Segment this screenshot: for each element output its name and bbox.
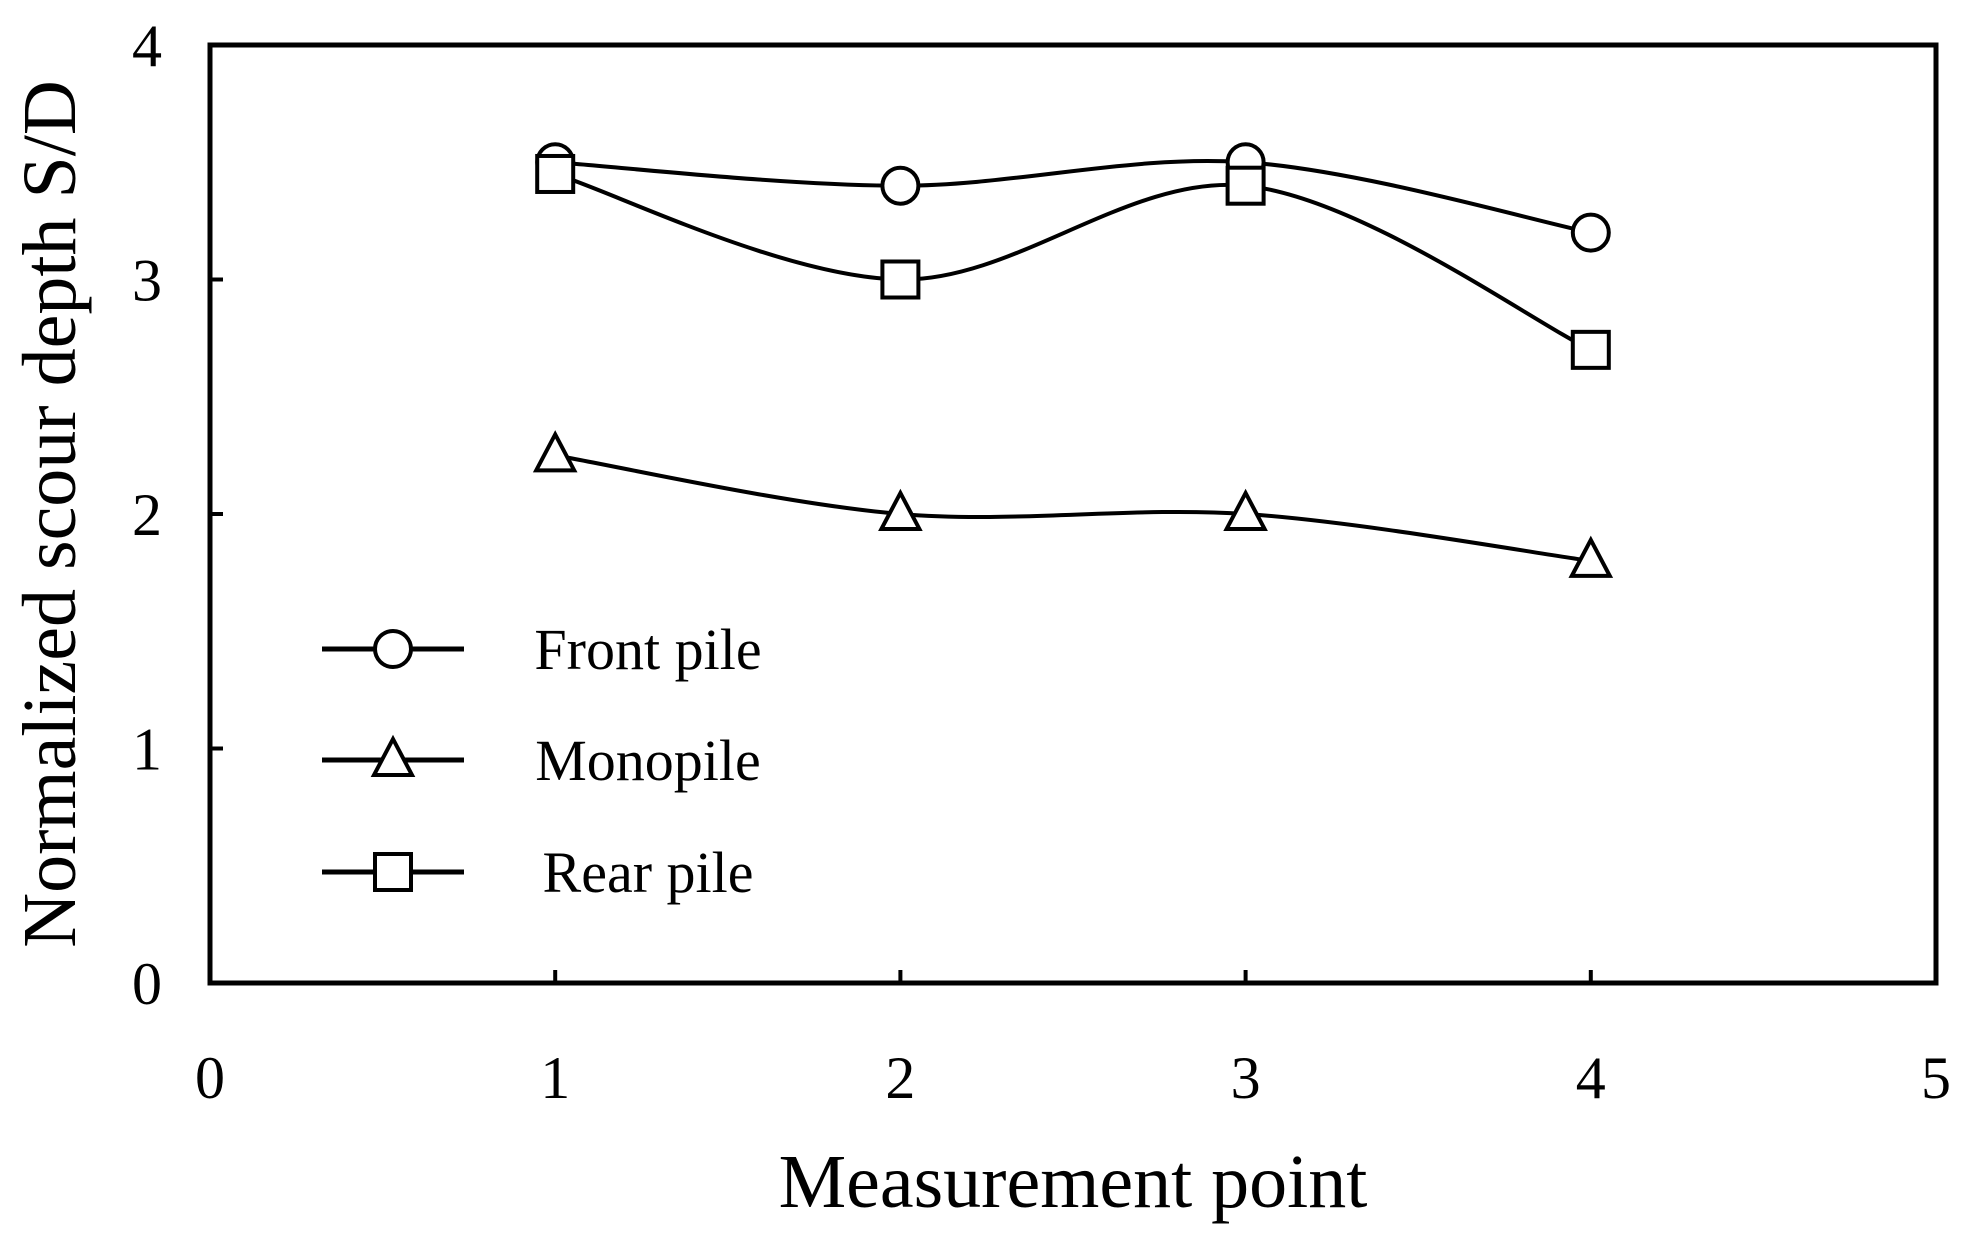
legend-label-rear-pile: Rear pile (543, 840, 754, 905)
x-tick-label: 2 (885, 1045, 915, 1111)
x-axis-title: Measurement point (779, 1140, 1368, 1224)
data-point-rear-pile (1570, 329, 1611, 370)
y-tick-label: 0 (132, 951, 162, 1017)
series-front-pile (535, 142, 1611, 253)
x-tick-label: 1 (540, 1045, 570, 1111)
legend-item-rear-pile: Rear pile (322, 840, 753, 905)
series-layer (532, 142, 1614, 578)
legend-label-front-pile: Front pile (534, 617, 761, 682)
series-line-rear-pile (554, 172, 1592, 352)
data-point-front-pile (1570, 212, 1611, 253)
data-point-rear-pile (880, 259, 921, 300)
data-point-monopile (1223, 488, 1268, 531)
legend: Front pile Monopile Rear pile (322, 617, 762, 905)
legend-item-front-pile: Front pile (322, 617, 762, 682)
series-line-front-pile (555, 158, 1592, 235)
legend-marker-front-pile (373, 629, 413, 669)
series-line-monopile (554, 453, 1592, 563)
data-point-monopile (878, 488, 923, 531)
x-tick-label: 0 (195, 1045, 225, 1111)
series-rear-pile (535, 153, 1611, 370)
data-point-monopile (1568, 535, 1614, 578)
x-axis-ticks: 0 1 2 3 4 5 (195, 970, 1951, 1111)
y-tick-label: 2 (132, 482, 162, 548)
data-point-front-pile (880, 165, 921, 206)
data-point-monopile (532, 430, 578, 473)
y-axis-title: Normalized scour depth S/D (8, 80, 92, 947)
y-tick-label: 1 (132, 717, 162, 783)
y-axis-ticks: 0 1 2 3 4 (132, 13, 223, 1017)
legend-item-monopile: Monopile (322, 728, 761, 793)
legend-label-monopile: Monopile (535, 728, 761, 793)
x-tick-label: 4 (1576, 1045, 1606, 1111)
series-monopile (532, 430, 1614, 578)
data-point-rear-pile (1225, 165, 1266, 206)
y-tick-label: 3 (132, 248, 162, 314)
x-tick-label: 5 (1921, 1045, 1951, 1111)
y-tick-label: 4 (132, 13, 162, 79)
x-tick-label: 3 (1231, 1045, 1261, 1111)
legend-marker-rear-pile (373, 852, 413, 892)
data-point-rear-pile (535, 153, 576, 194)
legend-marker-monopile (370, 734, 416, 777)
